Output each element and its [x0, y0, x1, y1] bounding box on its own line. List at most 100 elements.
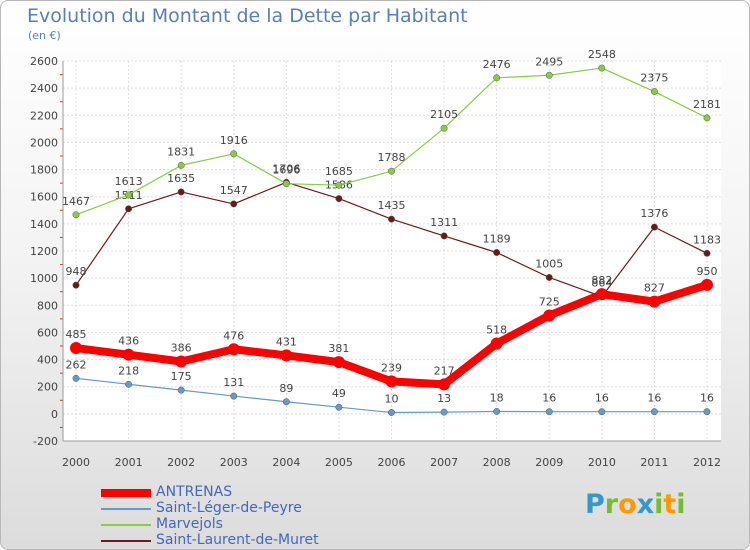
data-label-saint-laurent-de-muret: 1311 [430, 216, 458, 229]
data-label-saint-laurent-de-muret: 1376 [640, 207, 668, 220]
brand-letter: o [618, 489, 637, 520]
data-point-marvejols [125, 191, 133, 199]
chart-title: Evolution du Montant de la Dette par Hab… [27, 5, 468, 27]
y-tick-label: 2200 [30, 109, 58, 122]
x-tick-label: 2002 [167, 456, 195, 469]
data-point-marvejols [282, 180, 290, 188]
brand-letter: r [604, 489, 619, 520]
data-point-saint-leger-de-peyre [650, 408, 658, 416]
y-tick-label: 1000 [30, 272, 58, 285]
y-tick-label: 2000 [30, 136, 58, 149]
data-label-marvejols: 2548 [588, 48, 616, 61]
y-tick-label: 200 [37, 381, 58, 394]
data-point-saint-leger-de-peyre [440, 408, 448, 416]
data-label-antrenas: 725 [539, 295, 560, 308]
data-label-antrenas: 217 [434, 364, 455, 377]
y-tick-label: 2600 [30, 55, 58, 68]
y-tick-label: 0 [51, 408, 58, 421]
brand-letter: i [654, 489, 664, 520]
legend-swatch [101, 489, 151, 497]
brand-logo: Proxiti [585, 489, 686, 520]
data-point-saint-leger-de-peyre [125, 380, 133, 388]
data-point-antrenas [332, 356, 345, 369]
legend-swatch [101, 524, 151, 526]
data-point-antrenas [490, 337, 503, 350]
data-point-antrenas [701, 278, 713, 291]
data-point-saint-leger-de-peyre [282, 398, 290, 406]
brand-letter: P [585, 489, 605, 520]
data-point-saint-leger-de-peyre [72, 374, 80, 382]
legend-item: Marvejols [101, 516, 361, 533]
data-label-saint-laurent-de-muret: 948 [66, 265, 87, 278]
chart-unit: (en €) [28, 29, 61, 42]
data-label-saint-laurent-de-muret: 864 [591, 277, 612, 290]
y-tick-label: 1600 [30, 191, 58, 204]
data-label-saint-laurent-de-muret: 1547 [220, 184, 248, 197]
data-point-saint-laurent-de-muret [440, 232, 448, 240]
data-label-antrenas: 476 [223, 329, 244, 342]
legend-item: Saint-Léger-de-Peyre [101, 500, 361, 517]
data-point-saint-leger-de-peyre [493, 407, 501, 415]
data-label-marvejols: 1788 [378, 151, 406, 164]
y-tick-label: 400 [37, 354, 58, 367]
brand-letter: i [676, 489, 686, 520]
data-label-marvejols: 2476 [483, 58, 511, 71]
data-label-saint-leger-de-peyre: 13 [437, 392, 451, 405]
data-point-saint-leger-de-peyre [177, 386, 185, 394]
data-label-marvejols: 2375 [640, 72, 668, 85]
data-label-marvejols: 2105 [430, 108, 458, 121]
brand-letter: t [663, 489, 677, 520]
legend-swatch [101, 508, 151, 510]
data-label-saint-leger-de-peyre: 89 [279, 382, 293, 395]
data-label-saint-leger-de-peyre: 49 [332, 387, 346, 400]
data-label-antrenas: 436 [118, 335, 139, 348]
data-point-antrenas [543, 309, 556, 322]
data-point-saint-laurent-de-muret [545, 274, 553, 281]
data-point-antrenas [648, 295, 661, 308]
data-point-marvejols [72, 211, 80, 219]
data-label-marvejols: 1613 [115, 175, 143, 188]
data-label-saint-leger-de-peyre: 262 [66, 358, 87, 371]
data-label-saint-leger-de-peyre: 131 [223, 376, 244, 389]
data-point-saint-laurent-de-muret [493, 249, 501, 256]
data-label-saint-leger-de-peyre: 175 [171, 370, 192, 383]
data-point-saint-leger-de-peyre [230, 392, 238, 400]
data-label-antrenas: 381 [328, 342, 349, 355]
data-label-marvejols: 1467 [62, 195, 90, 208]
y-tick-label: 1800 [30, 164, 58, 177]
legend-swatch [101, 540, 151, 542]
brand-letter: x [636, 489, 655, 520]
data-label-antrenas: 518 [486, 324, 507, 337]
data-label-saint-laurent-de-muret: 1706 [272, 162, 300, 175]
y-tick-label: 800 [37, 299, 58, 312]
data-point-antrenas [70, 342, 82, 355]
data-point-saint-leger-de-peyre [388, 409, 395, 416]
data-label-saint-laurent-de-muret: 1183 [693, 233, 721, 246]
data-point-saint-laurent-de-muret [703, 249, 711, 257]
x-tick-label: 2012 [693, 456, 721, 469]
x-tick-label: 2009 [535, 456, 563, 469]
data-label-marvejols: 1916 [220, 134, 248, 147]
data-label-saint-leger-de-peyre: 16 [595, 392, 609, 405]
data-label-antrenas: 386 [171, 341, 192, 354]
legend-label: Saint-Laurent-de-Muret [156, 532, 319, 548]
data-point-saint-leger-de-peyre [545, 408, 553, 416]
data-point-antrenas [385, 375, 398, 388]
data-label-saint-leger-de-peyre: 18 [490, 391, 504, 404]
data-label-saint-leger-de-peyre: 10 [385, 393, 399, 406]
data-point-antrenas [595, 288, 608, 301]
data-point-saint-laurent-de-muret [72, 281, 80, 289]
data-label-marvejols: 1696 [272, 164, 300, 177]
data-label-saint-laurent-de-muret: 1005 [535, 257, 563, 270]
data-point-saint-laurent-de-muret [177, 188, 185, 196]
data-point-marvejols [440, 124, 448, 132]
y-tick-label: 2400 [30, 82, 58, 95]
data-point-saint-leger-de-peyre [598, 408, 606, 416]
x-tick-label: 2000 [62, 456, 90, 469]
legend-label: Saint-Léger-de-Peyre [156, 500, 302, 516]
legend-label: ANTRENAS [156, 484, 233, 500]
x-tick-label: 2010 [588, 456, 616, 469]
x-tick-label: 2003 [220, 456, 248, 469]
